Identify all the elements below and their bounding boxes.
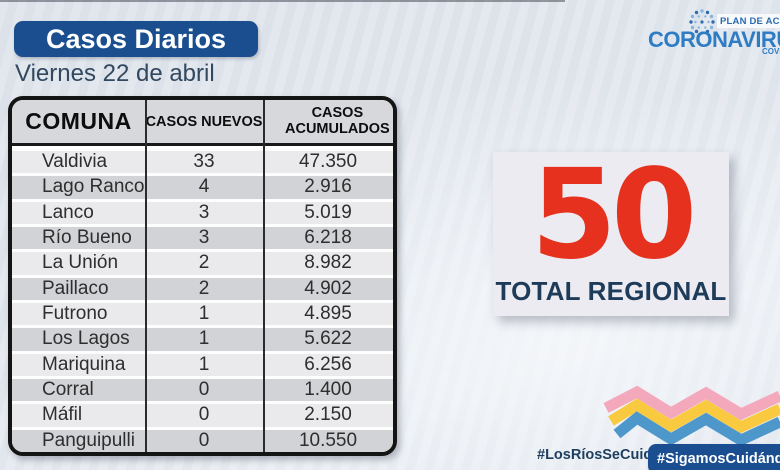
nuevos-cell: 0: [198, 379, 210, 401]
table-row: Lago Ranco 4 2.916: [12, 176, 393, 199]
header-comuna: COMUNA: [25, 108, 132, 134]
table-row: Los Lagos 1 5.622: [12, 328, 393, 351]
comuna-cell: Mariquina: [42, 353, 126, 375]
nuevos-cell: 3: [198, 227, 210, 249]
hashtag-sigamos: #SigamosCuidándonos: [657, 451, 780, 467]
acumulados-cell: 2.150: [304, 404, 352, 426]
table-row: Mariquina 1 6.256: [12, 353, 393, 376]
comuna-cell: Los Lagos: [42, 328, 130, 350]
table-row: Futrono 1 4.895: [12, 302, 393, 326]
zigzag-pink-stripe: [603, 386, 780, 421]
acumulados-cell: 2.916: [304, 176, 352, 198]
total-regional-card: 50 TOTAL REGIONAL: [493, 152, 729, 316]
acumulados-cell: 5.622: [304, 328, 352, 350]
zigzag-decoration: [603, 386, 780, 447]
page-title: Casos Diarios: [45, 23, 227, 54]
acumulados-cell: 8.982: [304, 252, 352, 274]
comuna-cell: Futrono: [42, 303, 108, 325]
nuevos-cell: 4: [198, 176, 210, 198]
cases-table: COMUNA CASOS NUEVOS CASOS ACUMULADOS Val…: [8, 96, 397, 456]
header-casos-nuevos: CASOS NUEVOS: [145, 113, 263, 130]
nuevos-cell: 2: [198, 277, 210, 299]
acumulados-cell: 4.902: [304, 277, 352, 299]
comuna-cell: Lanco: [42, 201, 94, 223]
comuna-cell: Corral: [42, 379, 94, 401]
acumulados-cell: 6.218: [304, 227, 352, 249]
table-row: Panguipulli 0 10.550: [12, 429, 393, 452]
table-row: La Unión 2 8.982: [12, 252, 393, 275]
table-row: Río Bueno 3 6.218: [12, 226, 393, 250]
table-header-row: COMUNA CASOS NUEVOS CASOS ACUMULADOS: [12, 100, 393, 146]
hashtag-banner: #SigamosCuidándonos: [648, 444, 780, 470]
comuna-cell: La Unión: [42, 252, 119, 274]
coronavirus-logo: PLAN DE ACC CORONAVIRUS COVID-19: [645, 5, 780, 65]
comuna-cell: Río Bueno: [42, 227, 132, 249]
total-regional-label: TOTAL REGIONAL: [495, 276, 727, 307]
comuna-cell: Lago Ranco: [42, 176, 145, 198]
column-divider: [145, 100, 147, 452]
comuna-cell: Panguipulli: [42, 429, 135, 451]
nuevos-cell: 3: [198, 201, 210, 223]
top-edge-artifact: [0, 0, 565, 2]
table-row: Corral 0 1.400: [12, 378, 393, 402]
plan-de-accion-strip: PLAN DE ACC: [717, 14, 780, 28]
report-date: Viernes 22 de abril: [15, 60, 215, 87]
acumulados-cell: 1.400: [304, 379, 352, 401]
title-banner: Casos Diarios: [14, 21, 258, 57]
virus-icon: [689, 9, 715, 35]
acumulados-cell: 10.550: [298, 429, 358, 451]
table-body: Valdivia 33 47.350 Lago Ranco 4 2.916 La…: [12, 149, 393, 452]
comuna-cell: Paillaco: [42, 277, 109, 299]
nuevos-cell: 1: [198, 353, 210, 375]
coronavirus-wordmark: CORONAVIRUS: [648, 27, 780, 52]
total-regional-value: 50: [530, 142, 698, 287]
nuevos-cell: 2: [198, 252, 210, 274]
nuevos-cell: 1: [198, 303, 210, 325]
acumulados-cell: 47.350: [298, 151, 358, 173]
covid19-label: COVID-19: [762, 47, 780, 56]
nuevos-cell: 1: [198, 328, 210, 350]
table-row: Paillaco 2 4.902: [12, 277, 393, 300]
comuna-cell: Máfil: [42, 404, 83, 426]
acumulados-cell: 5.019: [304, 201, 352, 223]
acumulados-cell: 4.895: [304, 303, 352, 325]
nuevos-cell: 33: [193, 151, 215, 173]
plan-de-accion-label: PLAN DE ACC: [720, 15, 780, 27]
column-divider: [263, 100, 265, 452]
table-row: Máfil 0 2.150: [12, 404, 393, 427]
nuevos-cell: 0: [198, 429, 210, 451]
table-row: Lanco 3 5.019: [12, 201, 393, 224]
zigzag-blue-stripe: [613, 411, 780, 447]
acumulados-cell: 6.256: [304, 353, 352, 375]
comuna-cell: Valdivia: [42, 151, 108, 173]
nuevos-cell: 0: [198, 404, 210, 426]
hashtag-losrios: #LosRíosSeCuida: [537, 447, 661, 463]
header-casos-acumulados: CASOS ACUMULADOS: [285, 104, 390, 137]
zigzag-yellow-stripe: [608, 398, 780, 434]
table-row: Valdivia 33 47.350: [12, 151, 393, 174]
